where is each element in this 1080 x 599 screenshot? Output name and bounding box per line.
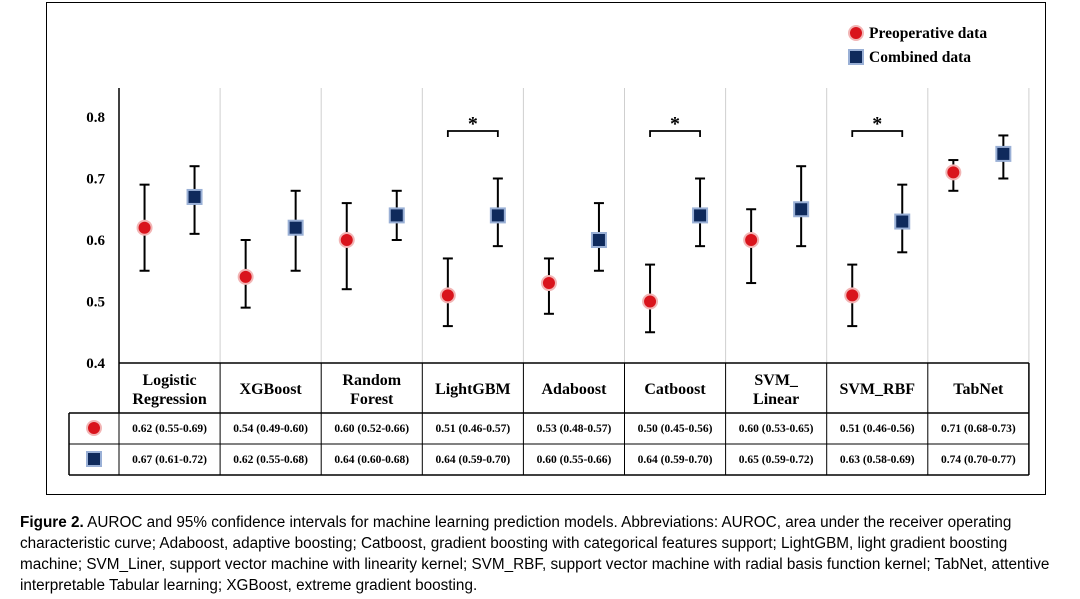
data-point-marker [338, 232, 355, 248]
table-cell: 0.62 (0.55-0.68) [233, 454, 308, 466]
series-preoperative [136, 159, 962, 334]
data-point-marker [186, 188, 203, 205]
category-label-line1: SVM_ [754, 372, 799, 389]
data-point-marker [692, 207, 709, 224]
table-cell: 0.60 (0.55-0.66) [537, 454, 612, 466]
table-cell: 0.67 (0.61-0.72) [132, 454, 207, 466]
data-point-marker [136, 219, 153, 236]
table-cell: 0.53 (0.48-0.57) [537, 423, 612, 435]
table-cell: 0.62 (0.55-0.69) [132, 423, 207, 435]
data-point-marker [388, 207, 405, 224]
table-row-marker [86, 420, 102, 436]
data-point-marker [844, 287, 861, 304]
data-point-marker [743, 232, 760, 248]
table-cell: 0.51 (0.46-0.57) [435, 423, 510, 435]
data-point-marker [287, 219, 304, 236]
category-label: Adaboost [541, 381, 607, 398]
category-label-line2: Linear [753, 391, 799, 408]
category-label: TabNet [953, 381, 1004, 398]
data-point-marker [945, 164, 962, 181]
table-cell: 0.64 (0.60-0.68) [334, 454, 409, 466]
legend-label: Preoperative data [869, 25, 987, 42]
category-label-line2: Regression [132, 391, 206, 408]
significance-star: * [468, 113, 478, 135]
category-label: SVM_RBF [839, 381, 915, 398]
values-table: Logistic Regression XGBoost Random Forest Lig… [68, 363, 1030, 476]
legend-marker [848, 25, 864, 41]
y-tick-label: 0.5 [86, 295, 105, 311]
caption-text: AUROC and 95% confidence intervals for m… [20, 514, 1050, 594]
data-point-marker [590, 232, 607, 248]
data-point-marker [237, 268, 254, 285]
table-cell: 0.71 (0.68-0.73) [941, 423, 1016, 435]
category-label: LightGBM [435, 381, 511, 398]
table-row-marker [86, 451, 102, 467]
significance-brackets: * * * [446, 113, 904, 137]
auroc-chart: 0.4 0.5 0.6 0.7 0.8 * * * Logistic Regression XG… [68, 25, 1030, 476]
data-point-marker [642, 293, 659, 310]
series-combined [186, 134, 1012, 272]
category-label: Catboost [644, 381, 706, 398]
y-tick-label: 0.7 [86, 172, 105, 188]
table-cell: 0.64 (0.59-0.70) [435, 454, 510, 466]
significance-bracket [649, 130, 701, 137]
data-point-marker [995, 145, 1012, 162]
table-cell: 0.65 (0.59-0.72) [739, 454, 814, 466]
legend-marker [848, 49, 864, 65]
y-tick-label: 0.6 [86, 233, 105, 249]
legend: Preoperative data Combined data [848, 25, 987, 66]
table-cell: 0.60 (0.52-0.66) [334, 423, 409, 435]
legend-label: Combined data [869, 49, 971, 66]
table-cell: 0.74 (0.70-0.77) [941, 454, 1016, 466]
significance-bracket [446, 130, 499, 137]
data-point-marker [489, 207, 506, 224]
series-layer [136, 134, 1012, 334]
table-cell: 0.54 (0.49-0.60) [233, 423, 308, 435]
table-cell: 0.60 (0.53-0.65) [739, 423, 814, 435]
table-cell: 0.63 (0.58-0.69) [840, 454, 915, 466]
table-cell: 0.50 (0.45-0.56) [638, 423, 713, 435]
significance-star: * [670, 113, 680, 135]
data-point-marker [540, 275, 557, 292]
y-tick-label: 0.8 [86, 110, 105, 126]
grid-layer [118, 88, 1030, 363]
significance-bracket [851, 130, 904, 137]
data-point-marker [894, 213, 911, 230]
caption-label: Figure 2. [20, 514, 84, 531]
y-axis: 0.4 0.5 0.6 0.7 0.8 [86, 110, 1029, 372]
significance-star: * [872, 113, 882, 135]
data-point-marker [793, 201, 810, 218]
y-tick-label: 0.4 [86, 356, 105, 372]
figure-caption: Figure 2. AUROC and 95% confidence inter… [20, 512, 1070, 596]
table-cell: 0.64 (0.59-0.70) [638, 454, 713, 466]
category-label-line1: Random [342, 372, 401, 389]
category-label-line2: Forest [350, 391, 394, 408]
category-label: XGBoost [240, 381, 303, 398]
figure-frame [46, 2, 1046, 495]
category-label-line1: Logistic [142, 372, 196, 389]
data-point-marker [439, 287, 456, 304]
table-cell: 0.51 (0.46-0.56) [840, 423, 915, 435]
